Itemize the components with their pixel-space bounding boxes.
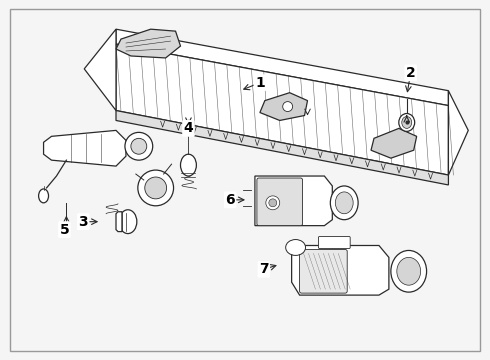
- Ellipse shape: [119, 210, 137, 234]
- Text: 2: 2: [406, 66, 416, 80]
- Circle shape: [131, 138, 147, 154]
- Ellipse shape: [330, 186, 358, 220]
- FancyBboxPatch shape: [299, 249, 347, 293]
- Polygon shape: [260, 93, 308, 121]
- Polygon shape: [448, 91, 468, 175]
- Ellipse shape: [39, 189, 49, 203]
- Text: 5: 5: [59, 222, 69, 237]
- Ellipse shape: [286, 239, 306, 255]
- Polygon shape: [116, 111, 448, 185]
- Polygon shape: [44, 130, 126, 166]
- Text: 4: 4: [184, 121, 194, 135]
- Circle shape: [266, 196, 280, 210]
- Ellipse shape: [402, 117, 412, 129]
- Ellipse shape: [180, 154, 196, 176]
- Polygon shape: [292, 246, 389, 295]
- Text: 3: 3: [78, 215, 88, 229]
- Ellipse shape: [399, 113, 415, 131]
- Circle shape: [269, 199, 277, 207]
- Circle shape: [125, 132, 153, 160]
- Polygon shape: [116, 212, 122, 231]
- Text: 6: 6: [225, 193, 235, 207]
- Polygon shape: [116, 44, 448, 175]
- Text: 1: 1: [255, 76, 265, 90]
- FancyBboxPatch shape: [257, 178, 302, 226]
- Polygon shape: [116, 29, 180, 58]
- Circle shape: [283, 102, 293, 112]
- Circle shape: [145, 177, 167, 199]
- Polygon shape: [116, 29, 448, 105]
- Polygon shape: [255, 176, 332, 226]
- FancyBboxPatch shape: [318, 237, 350, 248]
- Polygon shape: [371, 129, 416, 158]
- Ellipse shape: [335, 192, 353, 214]
- Polygon shape: [84, 29, 116, 111]
- Ellipse shape: [397, 257, 420, 285]
- Circle shape: [138, 170, 173, 206]
- Ellipse shape: [391, 251, 427, 292]
- Text: 7: 7: [259, 262, 269, 276]
